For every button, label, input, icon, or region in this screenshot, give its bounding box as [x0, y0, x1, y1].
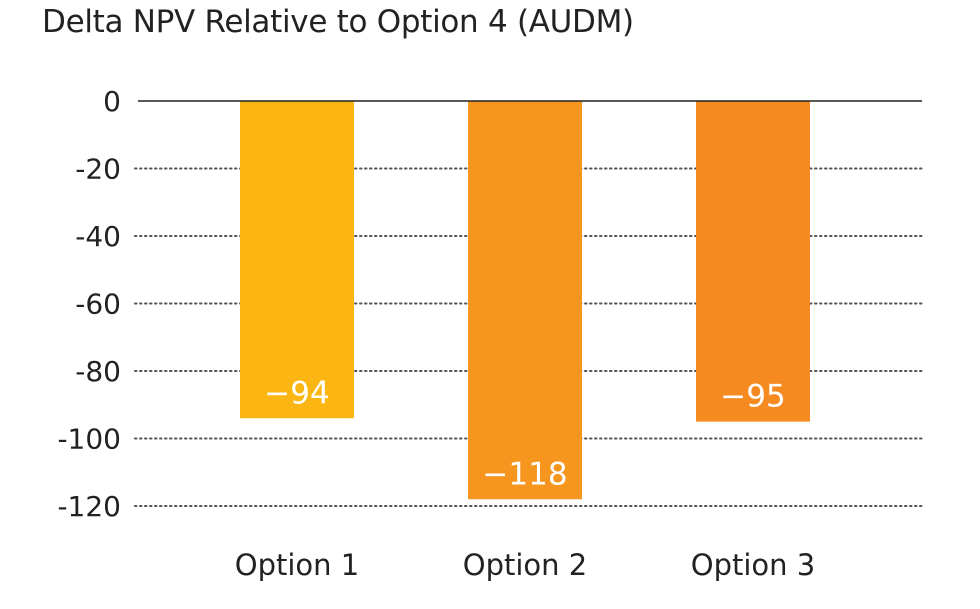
data-label: −95	[720, 379, 785, 415]
y-tick-label: -60	[75, 288, 121, 321]
category-label: Option 1	[235, 548, 359, 582]
y-tick-label: -120	[57, 490, 121, 523]
bar	[240, 101, 354, 419]
bar	[468, 101, 582, 500]
category-label: Option 3	[691, 548, 815, 582]
category-label: Option 2	[463, 548, 587, 582]
y-axis: 0 -20 -40 -60 -80 -100 -120	[57, 85, 922, 523]
y-tick-label: 0	[103, 85, 121, 118]
bar	[696, 101, 810, 422]
labels: −94 Option 1 −118 Option 2 −95 Option 3	[235, 375, 815, 582]
y-tick-label: -20	[75, 153, 121, 186]
data-label: −118	[482, 456, 567, 492]
y-tick-label: -80	[75, 355, 121, 388]
y-tick-label: -100	[57, 423, 121, 456]
chart-title: Delta NPV Relative to Option 4 (AUDM)	[42, 4, 634, 40]
y-tick-label: -40	[75, 220, 121, 253]
bars	[240, 101, 810, 500]
data-label: −94	[264, 375, 329, 411]
